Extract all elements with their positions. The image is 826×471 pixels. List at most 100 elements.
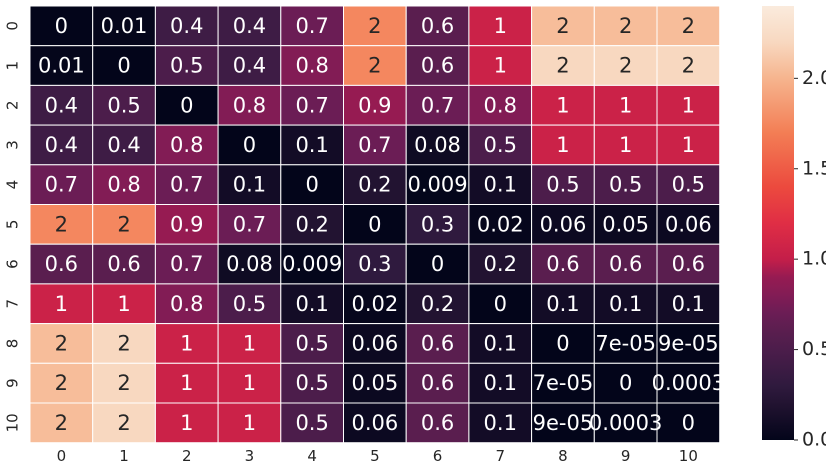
heatmap-cell <box>656 362 721 404</box>
x-tick-label: 9 <box>621 447 631 465</box>
heatmap-cell <box>217 124 282 166</box>
heatmap-cell-label: 2 <box>117 331 130 355</box>
heatmap-cell-label: 0.8 <box>484 93 517 117</box>
heatmap-cell-label: 0.7 <box>170 173 203 197</box>
heatmap-cell-label: 0 <box>682 411 695 435</box>
heatmap-cell <box>29 283 94 325</box>
heatmap-cell <box>593 164 658 206</box>
y-tick-label: 5 <box>4 220 22 230</box>
heatmap-cell-labels: 0 0.01 0.4 0.4 0.7 2 0.6 1 2 2 2 0.01 0 0.5 0.4 0.8 2 0.6… <box>38 14 725 435</box>
heatmap-cell <box>29 243 94 285</box>
x-tick-label: 6 <box>433 447 443 465</box>
heatmap-cell <box>531 243 595 285</box>
heatmap-cell-label: 0.4 <box>45 133 78 157</box>
heatmap-cell <box>29 402 94 444</box>
heatmap-cell <box>280 283 344 325</box>
heatmap-cell-label: 0.3 <box>421 212 454 236</box>
heatmap-cell-label: 0.1 <box>672 292 705 316</box>
heatmap-cell-label: 0.0003 <box>652 371 725 395</box>
heatmap-cell <box>405 243 470 285</box>
heatmap-cell <box>154 243 219 285</box>
y-tick-label: 7 <box>4 299 22 309</box>
heatmap-cell-label: 2 <box>117 212 130 236</box>
y-tick-label: 9 <box>4 378 22 388</box>
heatmap-cell-label: 1 <box>55 292 68 316</box>
heatmap-cell <box>656 84 721 126</box>
heatmap-cell-label: 0 <box>243 133 256 157</box>
heatmap-cell-label: 2 <box>55 371 68 395</box>
heatmap-cell-label: 0.1 <box>295 133 328 157</box>
heatmap-cell-label: 0.9 <box>358 93 391 117</box>
heatmap-cell-label: 0.2 <box>358 173 391 197</box>
heatmap-cell-label: 0 <box>431 252 444 276</box>
heatmap-cell-label: 0.5 <box>484 133 517 157</box>
heatmap-cell <box>656 204 721 245</box>
heatmap-cell-label: 0.8 <box>170 292 203 316</box>
heatmap-cell-label: 0.6 <box>421 371 454 395</box>
heatmap-cell-label: 0 <box>117 54 130 78</box>
heatmap-cell-label: 0.009 <box>407 173 467 197</box>
heatmap-cell-label: 0.5 <box>233 292 266 316</box>
heatmap-cell-label: 7e-05 <box>533 371 594 395</box>
colorbar-tick-label: 0.0 <box>802 429 826 451</box>
heatmap-cell <box>280 164 344 206</box>
x-tick-label: 3 <box>245 447 255 465</box>
heatmap-cell-label: 0.6 <box>421 14 454 38</box>
heatmap-cell <box>531 402 595 444</box>
heatmap-cell <box>656 323 721 364</box>
heatmap-cell <box>656 5 721 47</box>
heatmap-cell-label: 0.1 <box>484 331 517 355</box>
x-tick-label: 10 <box>679 447 698 465</box>
heatmap-cell-label: 0.7 <box>295 93 328 117</box>
heatmap-cell-label: 9e-05 <box>658 331 719 355</box>
heatmap-cell <box>531 164 595 206</box>
heatmap-cell-label: 0.7 <box>45 173 78 197</box>
heatmap-cell-label: 1 <box>494 14 507 38</box>
y-tick-label: 4 <box>4 180 22 190</box>
heatmap-cell <box>468 362 533 404</box>
heatmap-cell <box>154 164 219 206</box>
heatmap-cell-label: 0 <box>305 173 318 197</box>
y-tick-label: 3 <box>4 140 22 150</box>
heatmap-cell <box>280 402 344 444</box>
heatmap-cell-label: 9e-05 <box>533 411 594 435</box>
x-tick-label: 0 <box>57 447 67 465</box>
heatmap-cell-label: 0.4 <box>170 14 203 38</box>
heatmap-cell <box>343 5 407 47</box>
heatmap-cell <box>154 362 219 404</box>
heatmap-cell <box>29 5 94 47</box>
heatmap-cell-label: 2 <box>556 14 569 38</box>
colorbar-tick-labels: 0.0 0.5 1.0 1.5 2.0 <box>794 67 826 451</box>
y-tick-label: 10 <box>4 413 22 432</box>
heatmap-cell-label: 0.1 <box>484 411 517 435</box>
heatmap-cell <box>593 243 658 285</box>
heatmap-cell <box>280 362 344 404</box>
heatmap-cell <box>656 283 721 325</box>
heatmap-cell-label: 2 <box>619 54 632 78</box>
heatmap-cell-label: 0.1 <box>484 173 517 197</box>
heatmap-cell-label: 0.4 <box>233 54 266 78</box>
heatmap-cell <box>343 243 407 285</box>
heatmap-cell-label: 2 <box>117 411 130 435</box>
heatmap-cell <box>29 323 94 364</box>
heatmap-cell-label: 0.4 <box>45 93 78 117</box>
heatmap-cell <box>343 124 407 166</box>
heatmap-cell-label: 0.1 <box>484 371 517 395</box>
heatmap-cell-label: 0.05 <box>351 371 398 395</box>
x-tick-label: 2 <box>182 447 192 465</box>
heatmap-cell-label: 0.06 <box>665 212 712 236</box>
heatmap-cell <box>656 124 721 166</box>
heatmap-cell-label: 0 <box>556 331 569 355</box>
heatmap-cell-label: 0.1 <box>295 292 328 316</box>
heatmap-cell <box>468 45 533 86</box>
heatmap-cell <box>468 283 533 325</box>
colorbar <box>762 6 794 440</box>
heatmap-cell <box>531 362 595 404</box>
heatmap-cell <box>531 323 595 364</box>
heatmap-cell-label: 0.8 <box>233 93 266 117</box>
colorbar-tick-label: 2.0 <box>802 67 826 89</box>
heatmap-cell-label: 1 <box>556 133 569 157</box>
heatmap-cell-label: 0.6 <box>609 252 642 276</box>
heatmap-cell-label: 0.7 <box>233 212 266 236</box>
